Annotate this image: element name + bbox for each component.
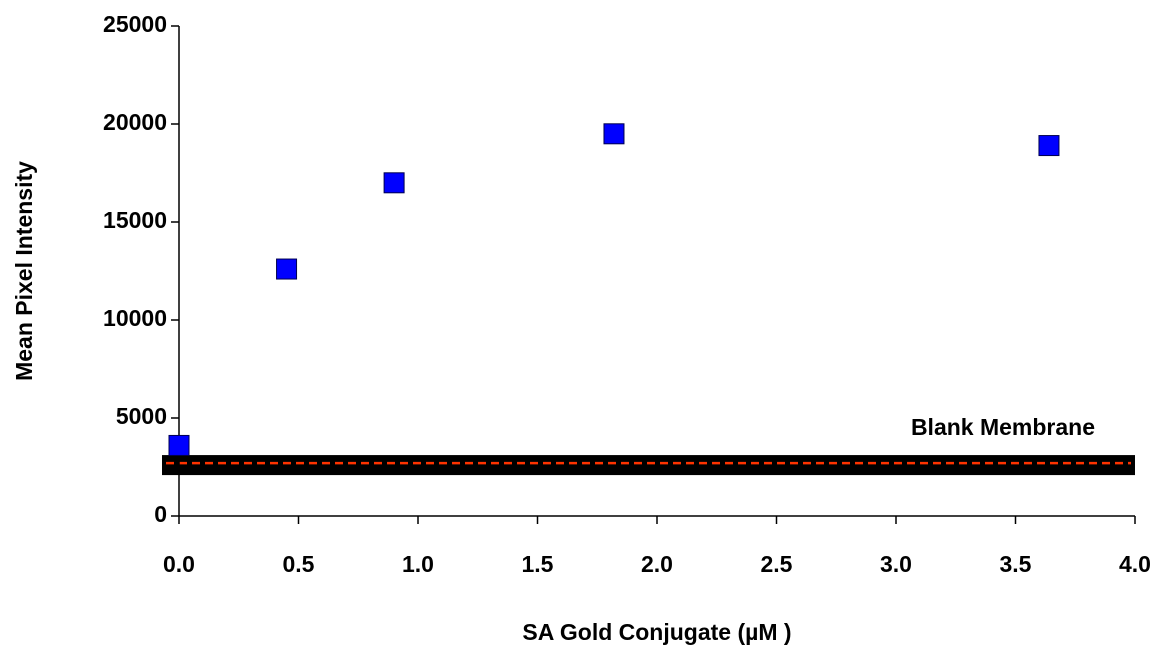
y-tick-label: 20000 <box>103 109 167 135</box>
x-axis-title: SA Gold Conjugate (µM ) <box>522 619 791 645</box>
x-tick-label: 3.5 <box>1000 551 1032 577</box>
reference-band <box>162 455 1135 476</box>
y-axis-title: Mean Pixel Intensity <box>11 161 37 381</box>
y-tick-label: 0 <box>154 501 167 527</box>
scatter-point <box>603 123 625 145</box>
x-tick-label: 1.5 <box>522 551 554 577</box>
x-tick-label: 0.0 <box>163 551 195 577</box>
x-tick-label: 2.0 <box>641 551 673 577</box>
scatter-point <box>1038 135 1060 157</box>
x-tick-label: 4.0 <box>1119 551 1151 577</box>
x-tick-label: 2.5 <box>761 551 793 577</box>
y-tick-label: 10000 <box>103 305 167 331</box>
x-tick-label: 1.0 <box>402 551 434 577</box>
y-tick-label: 25000 <box>103 11 167 37</box>
scatter-point <box>383 172 405 194</box>
x-tick-label: 0.5 <box>283 551 315 577</box>
reference-label: Blank Membrane <box>911 414 1095 440</box>
y-tick-label: 15000 <box>103 207 167 233</box>
y-tick-label: 5000 <box>116 403 167 429</box>
scatter-point <box>168 434 190 456</box>
scatter-point <box>276 258 298 280</box>
x-tick-label: 3.0 <box>880 551 912 577</box>
